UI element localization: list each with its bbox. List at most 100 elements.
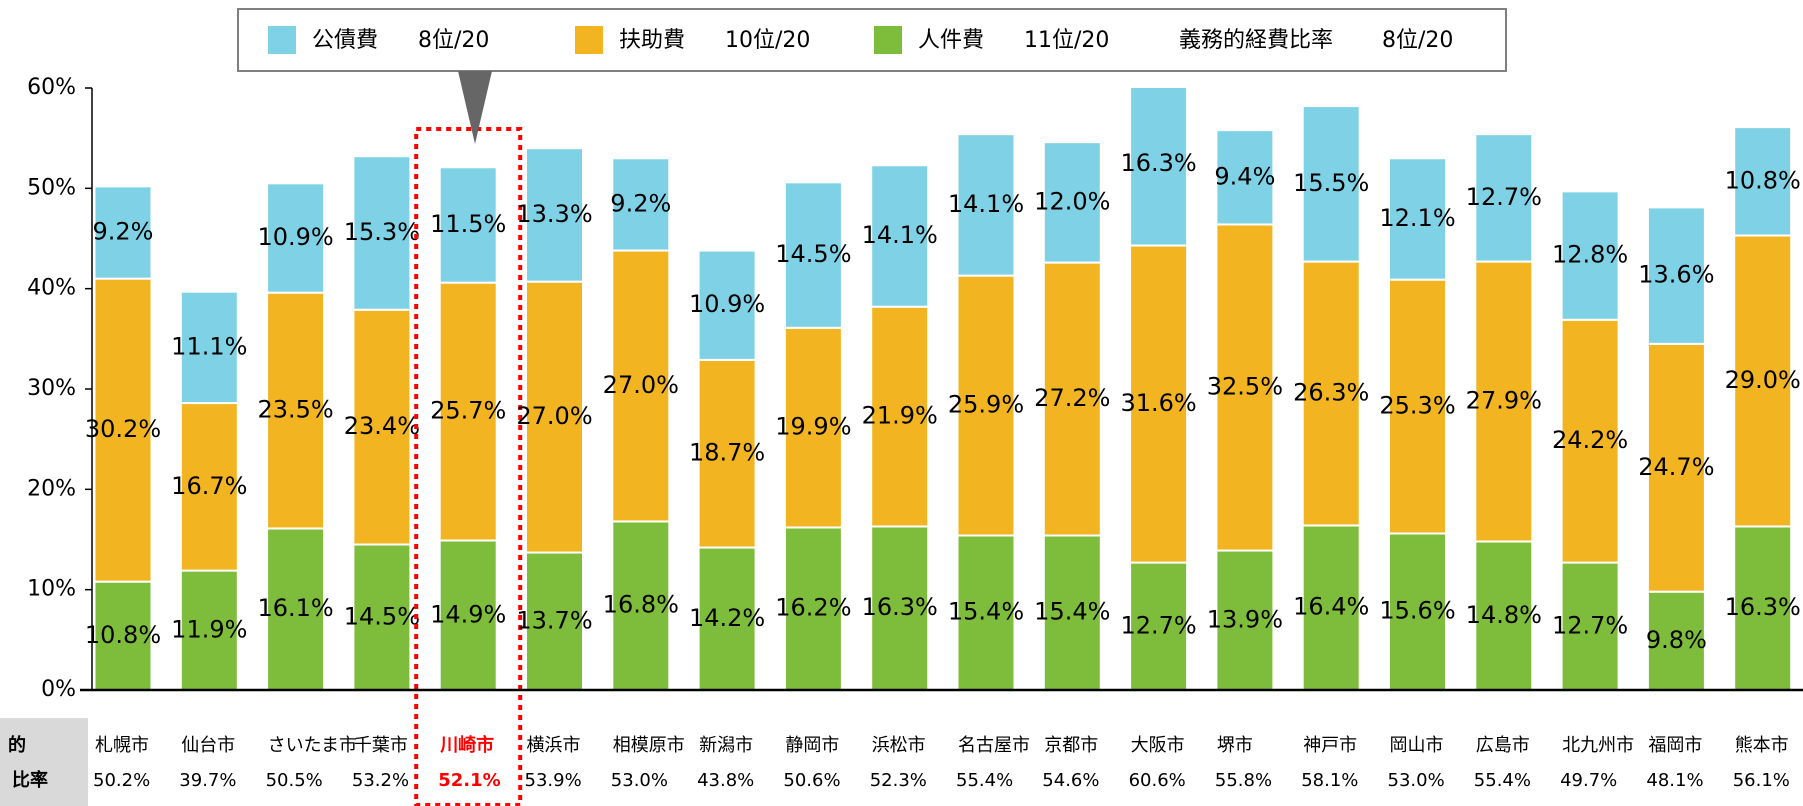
data-label: 27.0% bbox=[516, 402, 592, 430]
bar-segment bbox=[697, 249, 757, 361]
data-label: 12.0% bbox=[1034, 187, 1110, 215]
bar-segment bbox=[611, 157, 671, 252]
bar-segment bbox=[870, 525, 930, 691]
data-label: 9.8% bbox=[1646, 626, 1707, 654]
x-tick-label: 京都市 bbox=[1044, 735, 1098, 756]
data-label: 18.7% bbox=[689, 439, 765, 467]
data-label: 16.3% bbox=[1120, 149, 1196, 177]
data-label: 14.8% bbox=[1466, 601, 1542, 629]
bar-segment bbox=[1560, 190, 1620, 321]
bar-segment bbox=[1474, 133, 1534, 263]
x-tick-label: 名古屋市 bbox=[958, 735, 1030, 756]
total-label: 52.3% bbox=[870, 770, 927, 791]
x-tick-label: 福岡市 bbox=[1648, 735, 1702, 756]
data-label: 16.7% bbox=[171, 472, 247, 500]
total-label: 60.6% bbox=[1129, 770, 1186, 791]
y-tick-label: 60% bbox=[27, 75, 76, 100]
bar-segment bbox=[697, 358, 757, 549]
bar-segment bbox=[1042, 261, 1102, 537]
total-label: 43.8% bbox=[697, 770, 754, 791]
data-label: 10.8% bbox=[1725, 166, 1801, 194]
total-label: 58.1% bbox=[1301, 770, 1358, 791]
data-label: 10.9% bbox=[689, 290, 765, 318]
legend-label: 扶助費 bbox=[619, 28, 685, 53]
data-label: 12.8% bbox=[1552, 241, 1628, 269]
data-label: 11.9% bbox=[171, 615, 247, 643]
x-tick-label: 浜松市 bbox=[872, 735, 926, 756]
totals-header-bg bbox=[0, 718, 88, 806]
legend-label: 義務的経費比率 bbox=[1179, 28, 1333, 53]
legend-swatch bbox=[268, 26, 296, 54]
bar-segment bbox=[352, 155, 412, 311]
data-label: 31.6% bbox=[1120, 389, 1196, 417]
legend-swatch bbox=[874, 26, 902, 54]
total-label: 48.1% bbox=[1646, 770, 1703, 791]
bar-segment bbox=[266, 291, 326, 530]
data-label: 16.2% bbox=[775, 594, 851, 622]
data-label: 14.2% bbox=[689, 604, 765, 632]
bar-segment bbox=[956, 274, 1016, 537]
total-label: 55.4% bbox=[956, 770, 1013, 791]
y-tick-label: 20% bbox=[27, 476, 76, 501]
data-label: 16.3% bbox=[862, 593, 938, 621]
bar-segment bbox=[179, 569, 239, 691]
total-label: 39.7% bbox=[179, 770, 236, 791]
total-label: 49.7% bbox=[1560, 770, 1617, 791]
total-label: 53.0% bbox=[611, 770, 668, 791]
legend-box bbox=[237, 8, 1507, 72]
bar-segment bbox=[956, 133, 1016, 277]
total-label: 53.0% bbox=[1388, 770, 1445, 791]
data-label: 11.5% bbox=[430, 210, 506, 238]
bar-segment bbox=[1646, 206, 1706, 345]
legend-rank: 11位/20 bbox=[1024, 28, 1109, 53]
data-label: 27.9% bbox=[1466, 387, 1542, 415]
total-label: 54.6% bbox=[1042, 770, 1099, 791]
x-tick-label: 札幌市 bbox=[95, 735, 149, 756]
bar-segment bbox=[1388, 157, 1447, 281]
total-label: 50.6% bbox=[783, 770, 840, 791]
x-tick-label: 新潟市 bbox=[699, 735, 753, 756]
y-tick-label: 30% bbox=[27, 376, 76, 401]
totals-header: 的 bbox=[8, 734, 26, 756]
totals-header: 比率 bbox=[12, 769, 48, 791]
x-tick-label: 熊本市 bbox=[1735, 735, 1789, 756]
data-label: 14.1% bbox=[862, 221, 938, 249]
bar-segment bbox=[525, 551, 584, 691]
x-tick-label: 静岡市 bbox=[785, 735, 839, 756]
bar-segment bbox=[525, 280, 584, 554]
bar-segment bbox=[1388, 278, 1447, 535]
data-label: 16.4% bbox=[1293, 593, 1369, 621]
x-tick-label: 川崎市 bbox=[439, 734, 494, 756]
bar-segment bbox=[1388, 532, 1447, 691]
bar-segment bbox=[1129, 88, 1189, 247]
data-label: 32.5% bbox=[1207, 372, 1283, 400]
data-label: 15.4% bbox=[1034, 598, 1110, 626]
bars bbox=[93, 88, 1793, 691]
x-tick-label: 北九州市 bbox=[1562, 735, 1634, 756]
data-label: 16.3% bbox=[1725, 593, 1801, 621]
x-tick-label: 広島市 bbox=[1476, 735, 1530, 756]
overlay: 0% 10% 20% 30% 40% 50% 60% 10.8% 30.2% 9.2% 札幌市 50.… bbox=[8, 8, 1803, 806]
data-label: 13.7% bbox=[516, 606, 592, 634]
total-label: 50.5% bbox=[266, 770, 323, 791]
x-tick-label: さいたま市 bbox=[268, 735, 357, 756]
highlight-box bbox=[414, 127, 523, 806]
bar-segment bbox=[525, 147, 584, 283]
x-tick-label: 大阪市 bbox=[1131, 735, 1185, 756]
legend-label: 人件費 bbox=[918, 28, 984, 53]
bar-segment bbox=[1215, 223, 1275, 552]
data-label: 19.9% bbox=[775, 413, 851, 441]
bar-segment bbox=[179, 402, 239, 572]
data-label: 14.5% bbox=[344, 602, 420, 630]
x-tick-label: 仙台市 bbox=[181, 735, 235, 756]
data-label: 15.6% bbox=[1379, 597, 1455, 625]
data-label: 16.8% bbox=[603, 591, 679, 619]
bar-segment bbox=[611, 249, 671, 523]
x-tick-label: 岡山市 bbox=[1390, 735, 1444, 756]
data-label: 9.2% bbox=[93, 217, 154, 245]
data-label: 14.9% bbox=[430, 600, 506, 628]
data-label: 10.9% bbox=[257, 223, 333, 251]
bar-segment bbox=[1646, 590, 1706, 691]
